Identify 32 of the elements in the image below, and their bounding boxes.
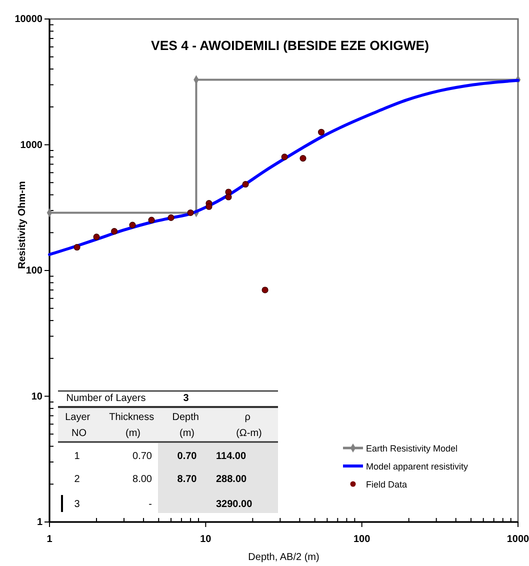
annotation: Thickness (m) xyxy=(109,412,157,439)
annotation: 8.00 xyxy=(132,474,152,485)
legend-label: Earth Resistivity Model xyxy=(366,444,458,454)
x-tick-label: 10 xyxy=(200,534,212,546)
annotation: ρ (Ω-m) xyxy=(236,412,262,439)
annotation: 114.00 xyxy=(216,451,246,462)
y-tick-label: 100 xyxy=(26,266,43,277)
annotation: 8.70 xyxy=(177,474,198,485)
y-tick-label: 10 xyxy=(31,391,43,402)
x-tick-label: 100 xyxy=(353,534,371,546)
x-axis-title: Depth, AB/2 (m) xyxy=(248,552,320,563)
annotation: 2 xyxy=(74,474,80,485)
annotation: 3 xyxy=(183,393,190,404)
annotation: Number of Layers xyxy=(66,393,146,404)
legend-label: Model apparent resistivity xyxy=(366,462,469,472)
annotation: Depth (m) xyxy=(172,412,202,439)
annotation: - xyxy=(148,499,152,510)
annotation: Layer NO xyxy=(65,412,93,439)
y-tick-label: 10000 xyxy=(14,14,43,26)
x-tick-label: 1 xyxy=(46,534,53,546)
annotation: 1 xyxy=(74,451,80,462)
legend-label: Field Data xyxy=(366,480,408,490)
y-tick-label: 1000 xyxy=(20,140,43,151)
text: VES 4 - AWOIDEMILI (BESIDE EZE OKIGWE) xyxy=(151,38,429,53)
x-tick-label: 1000 xyxy=(506,534,529,546)
y-tick-label: 1 xyxy=(36,517,43,528)
annotation: 3 xyxy=(74,499,80,510)
annotation: 0.70 xyxy=(177,451,198,462)
y-axis-title: Resistivity Ohm-m xyxy=(17,180,28,269)
annotation: 3290.00 xyxy=(216,499,253,510)
annotation: 0.70 xyxy=(132,451,152,462)
annotation: 288.00 xyxy=(216,474,248,485)
